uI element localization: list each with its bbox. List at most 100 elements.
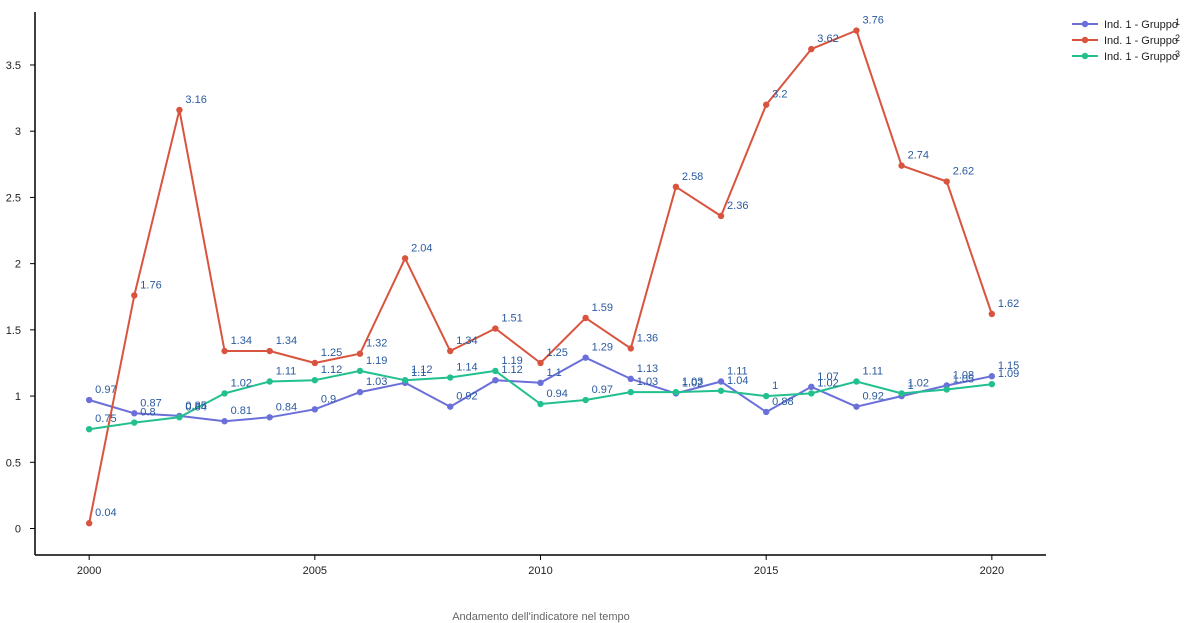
data-point-gruppo-3[interactable] (582, 396, 589, 404)
data-point-gruppo-1[interactable] (266, 414, 273, 421)
data-point-gruppo-2[interactable] (853, 27, 860, 34)
data-point-gruppo-2[interactable] (988, 310, 996, 318)
data-label: 1.19 (366, 355, 387, 367)
data-point-gruppo-2[interactable] (762, 101, 770, 108)
data-point-gruppo-2[interactable] (311, 359, 319, 367)
data-point-gruppo-2[interactable] (85, 520, 93, 527)
data-label: 1.25 (547, 347, 568, 359)
x-tick-label: 2000 (77, 565, 101, 577)
data-point-gruppo-2[interactable] (582, 314, 589, 322)
data-point-gruppo-3[interactable] (762, 392, 770, 400)
data-point-gruppo-1[interactable] (356, 388, 364, 396)
data-point-gruppo-1[interactable] (717, 378, 725, 385)
data-point-gruppo-3[interactable] (311, 376, 319, 384)
data-point-gruppo-2[interactable] (672, 183, 680, 191)
data-label: 1.62 (998, 298, 1019, 310)
data-point-gruppo-3[interactable] (898, 390, 905, 397)
data-label: 1.1 (547, 367, 562, 379)
y-tick-label: 1 (15, 391, 21, 403)
data-point-gruppo-3[interactable] (131, 419, 138, 426)
y-tick-label: 3.5 (6, 60, 21, 72)
data-point-gruppo-2[interactable] (447, 347, 454, 355)
data-label: 1.08 (953, 369, 974, 381)
data-point-gruppo-3[interactable] (356, 367, 364, 375)
data-label: 0.8 (140, 407, 155, 419)
data-label: 1.05 (953, 373, 974, 385)
data-label: 2.62 (953, 166, 974, 178)
data-label: 1.11 (276, 366, 297, 378)
axes: 0 0.5 1 1.5 2 2.5 3 3.5 2000 2005 2010 2015 2020 (6, 12, 1046, 577)
legend-superscript: 2 (1175, 33, 1180, 43)
data-point-gruppo-1[interactable] (627, 375, 634, 383)
data-point-gruppo-2[interactable] (537, 359, 544, 367)
data-point-gruppo-3[interactable] (808, 390, 815, 397)
data-label: 1.03 (682, 376, 703, 388)
legend-label: Ind. 1 - Gruppo (1104, 51, 1178, 63)
data-point-gruppo-2[interactable] (717, 212, 725, 220)
data-label: 1.13 (637, 363, 658, 375)
data-point-gruppo-1[interactable] (808, 383, 815, 391)
data-point-gruppo-1[interactable] (853, 403, 860, 410)
data-point-gruppo-2[interactable] (131, 292, 138, 299)
legend-label: Ind. 1 - Gruppo (1104, 35, 1178, 47)
data-point-gruppo-2[interactable] (401, 255, 409, 262)
series-line-gruppo-1 (88, 356, 993, 423)
data-point-gruppo-1[interactable] (762, 408, 770, 416)
data-label: 1.12 (321, 364, 342, 376)
data-point-gruppo-3[interactable] (537, 400, 544, 408)
data-point-gruppo-3[interactable] (266, 378, 273, 385)
data-labels: 0.970.87 0.85 0.81 0.840.91.031.10.921.12 1.… (95, 15, 1019, 520)
data-label: 3.62 (817, 33, 838, 45)
data-label: 1 (772, 380, 778, 392)
data-label: 1.12 (501, 364, 522, 376)
data-label: 1.25 (321, 347, 342, 359)
data-point-gruppo-1[interactable] (221, 418, 228, 425)
data-label: 1.34 (231, 335, 252, 347)
data-label: 3.16 (185, 94, 206, 106)
data-point-gruppo-3[interactable] (853, 378, 860, 385)
data-point-gruppo-1[interactable] (492, 376, 499, 384)
x-tick-label: 2020 (980, 565, 1004, 577)
legend-swatch-dot (1081, 20, 1089, 28)
data-point-gruppo-2[interactable] (627, 345, 634, 352)
data-point-gruppo-3[interactable] (221, 390, 228, 397)
data-point-gruppo-3[interactable] (492, 367, 499, 375)
data-point-gruppo-2[interactable] (221, 347, 228, 355)
data-point-gruppo-3[interactable] (176, 414, 183, 421)
data-point-gruppo-3[interactable] (988, 380, 996, 388)
data-point-gruppo-1[interactable] (85, 396, 93, 404)
series-line-gruppo-2 (88, 29, 993, 524)
data-label: 0.92 (862, 391, 883, 403)
data-label: 3.2 (772, 89, 787, 101)
data-point-gruppo-3[interactable] (943, 386, 950, 393)
data-point-gruppo-3[interactable] (401, 376, 409, 384)
data-label: 1.03 (637, 376, 658, 388)
data-point-gruppo-1[interactable] (582, 354, 589, 361)
data-point-gruppo-2[interactable] (356, 350, 364, 357)
data-label: 0.84 (185, 401, 206, 413)
data-point-gruppo-1[interactable] (537, 379, 544, 387)
data-point-gruppo-3[interactable] (447, 374, 454, 381)
data-point-gruppo-1[interactable] (988, 373, 996, 380)
data-label: 0.81 (231, 405, 252, 417)
data-point-gruppo-1[interactable] (131, 410, 138, 417)
data-point-gruppo-1[interactable] (311, 406, 319, 413)
data-label: 1.59 (592, 302, 613, 314)
data-point-gruppo-2[interactable] (808, 45, 815, 53)
data-point-gruppo-1[interactable] (447, 403, 454, 410)
y-tick-label: 0.5 (6, 457, 21, 469)
data-point-gruppo-3[interactable] (85, 425, 93, 433)
data-point-gruppo-3[interactable] (627, 388, 634, 396)
data-label: 0.75 (95, 413, 116, 425)
data-point-gruppo-2[interactable] (943, 178, 950, 185)
data-point-gruppo-3[interactable] (672, 388, 680, 396)
data-point-gruppo-2[interactable] (176, 106, 183, 114)
data-point-gruppo-2[interactable] (492, 325, 499, 332)
data-point-gruppo-3[interactable] (717, 387, 725, 394)
data-point-gruppo-2[interactable] (266, 347, 273, 355)
data-point-gruppo-2[interactable] (898, 162, 905, 169)
